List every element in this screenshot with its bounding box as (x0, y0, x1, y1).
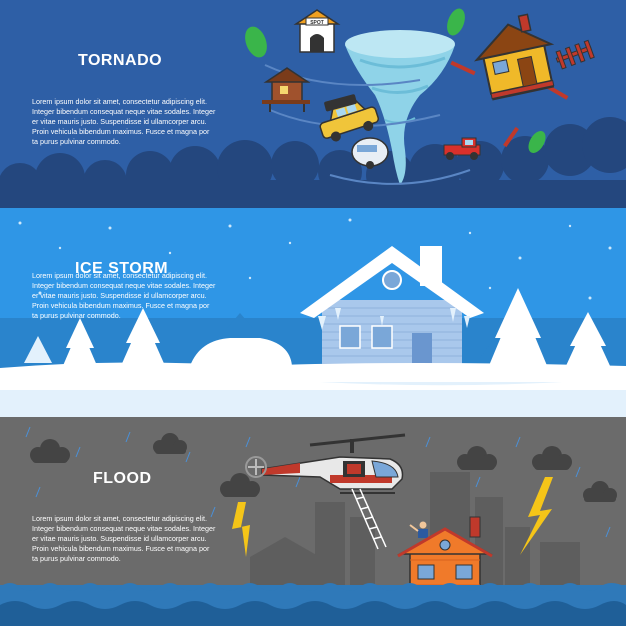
flood-water (0, 583, 626, 626)
ice-storm-description: Lorem ipsum dolor sit amet, consectetur … (32, 271, 232, 321)
cloud-icon (583, 481, 617, 502)
description-line: ta purus pulvinar commodo. (32, 554, 121, 563)
lightning-bolt-icon (232, 502, 250, 557)
description-line: er vitae mauris justo. Suspendisse id ul… (32, 117, 207, 126)
flood-description: Lorem ipsum dolor sit amet, consectetur … (32, 514, 232, 564)
doghouse-sign: SPOT (310, 20, 324, 26)
flood-scene (0, 417, 626, 626)
description-line: Integer bibendum consequat neque vitae s… (32, 281, 216, 290)
snowflakes (18, 218, 612, 300)
storm-clouds (0, 117, 626, 208)
cloud-icon (457, 446, 497, 470)
ice-storm-title: ICE STORM (75, 260, 169, 277)
leaf-icon (245, 26, 267, 58)
tornado-title: TORNADO (78, 52, 163, 69)
tornado-scene: SPOT (0, 0, 626, 208)
flying-house-icon (473, 13, 555, 101)
flood-banner: FLOOD Lorem ipsum dolor sit amet, consec… (0, 417, 626, 626)
description-line: Integer bibendum consequat neque vitae s… (32, 524, 216, 533)
red-truck-icon (443, 137, 481, 160)
person-icon (409, 521, 428, 538)
lightning-bolt-icon (520, 477, 553, 555)
description-line: Integer bibendum consequat neque vitae s… (32, 107, 216, 116)
description-line: er vitae mauris justo. Suspendisse id ul… (32, 291, 207, 300)
ice-storm-banner: ICE STORM Lorem ipsum dolor sit amet, co… (0, 208, 626, 417)
description-line: ta purus pulvinar commodo. (32, 311, 121, 320)
rescue-helicopter-icon (245, 433, 406, 494)
camper-trailer-icon (351, 137, 389, 169)
tornado-banner: SPOT (0, 0, 626, 208)
description-line: Proin vehicula bibendum maximus. Fusce e… (32, 301, 210, 310)
cloud-icon (532, 446, 572, 470)
snowy-trees (24, 288, 611, 368)
rope-ladder-icon (351, 488, 387, 550)
ice-house-icon (300, 246, 484, 370)
leaf-icon (447, 8, 465, 36)
yellow-car-icon (319, 99, 380, 142)
description-line: Lorem ipsum dolor sit amet, consectetur … (32, 97, 207, 106)
description-line: ta purus pulvinar commodo. (32, 137, 121, 146)
snow-covered-car-icon (190, 338, 292, 368)
description-line: Proin vehicula bibendum maximus. Fusce e… (32, 127, 210, 136)
description-line: Proin vehicula bibendum maximus. Fusce e… (32, 544, 210, 553)
flood-title: FLOOD (93, 470, 152, 487)
tornado-description: Lorem ipsum dolor sit amet, consectetur … (32, 97, 232, 147)
fence-icon (555, 39, 595, 70)
description-line: Lorem ipsum dolor sit amet, consectetur … (32, 514, 207, 523)
cloud-icon (220, 473, 260, 497)
ice-storm-scene (0, 208, 626, 417)
tornado-funnel (345, 30, 455, 185)
cloud-icon (30, 439, 70, 463)
small-house-icon (262, 67, 311, 112)
description-line: Lorem ipsum dolor sit amet, consectetur … (32, 271, 207, 280)
debris (450, 60, 569, 148)
description-line: er vitae mauris justo. Suspendisse id ul… (32, 534, 207, 543)
dark-clouds (30, 433, 617, 502)
cloud-icon (153, 433, 187, 454)
black-car-icon (324, 94, 357, 112)
leaf-icon (528, 131, 546, 153)
doghouse-icon: SPOT (293, 9, 341, 53)
